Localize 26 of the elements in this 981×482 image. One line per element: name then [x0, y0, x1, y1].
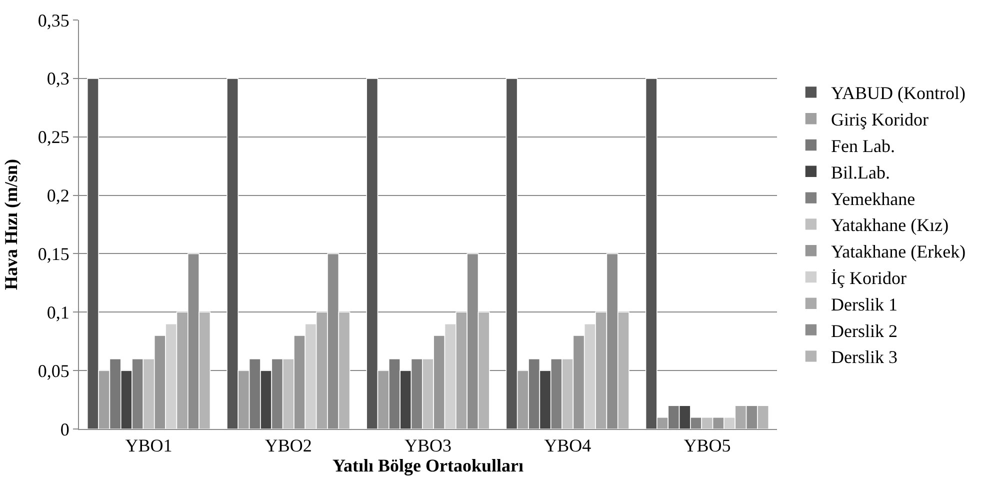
x-tick-label: YBO5 [684, 436, 731, 456]
x-tick-label: YBO2 [264, 436, 312, 456]
y-tick-label: 0,2 [46, 186, 70, 206]
legend-label: Derslik 3 [830, 347, 898, 368]
y-tick-label: 0,1 [46, 302, 70, 322]
legend-label: Yemekhane [830, 188, 916, 209]
y-tick-label: 0,35 [38, 10, 70, 30]
legend-label: Derslik 2 [830, 320, 898, 341]
x-tick-label: YBO3 [404, 436, 452, 456]
legend-label: Derslik 1 [830, 294, 898, 314]
legend-label: İç Koridor [830, 268, 906, 288]
legend-label: Fen Lab. [830, 136, 895, 156]
legend-label: Bil.Lab. [830, 162, 890, 182]
x-tick-label: YBO4 [544, 436, 592, 456]
x-tick-label: YBO1 [125, 436, 172, 456]
y-tick-label: 0,15 [38, 244, 70, 264]
y-tick-label: 0,05 [38, 360, 70, 381]
legend-label: Giriş Koridor [830, 110, 928, 130]
y-axis-title: Hava Hızı (m/sn) [1, 159, 22, 290]
y-tick-label: 0,3 [46, 68, 70, 89]
legend-label: YABUD (Kontrol) [830, 83, 966, 104]
legend-label: Yatakhane (Kız) [830, 215, 949, 236]
y-tick-label: 0 [60, 419, 70, 440]
x-axis-title: Yatılı Bölge Ortaokulları [332, 456, 524, 476]
y-tick-label: 0,25 [38, 127, 70, 148]
legend-label: Yatakhane (Erkek) [830, 242, 966, 262]
